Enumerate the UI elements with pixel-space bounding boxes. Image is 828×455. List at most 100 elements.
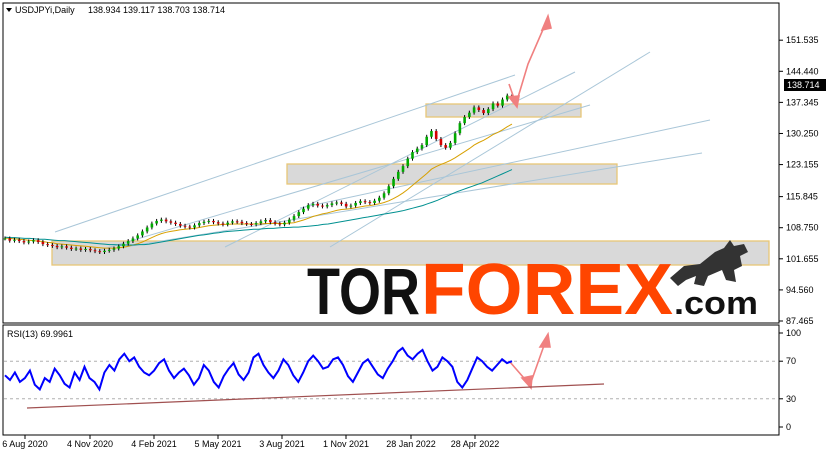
price-candle xyxy=(363,201,367,203)
price-candle xyxy=(93,250,97,252)
x-tick-label: 1 Nov 2021 xyxy=(323,439,369,449)
price-candle xyxy=(27,241,30,243)
price-candle xyxy=(65,246,68,248)
rsi-trend-line xyxy=(26,383,605,409)
y-tick-label: 87.465 xyxy=(786,316,814,326)
price-candle xyxy=(221,223,225,225)
trend-line-1 xyxy=(54,74,516,233)
main-panel-frame xyxy=(2,2,780,324)
price-candle xyxy=(477,107,481,111)
price-candle xyxy=(491,103,495,110)
price-candle xyxy=(430,131,433,137)
price-candle xyxy=(98,251,102,253)
price-candle xyxy=(273,222,277,224)
last-price-label: 138.714 xyxy=(787,80,820,90)
price-candle xyxy=(458,123,462,134)
price-candle xyxy=(254,223,258,225)
price-candle xyxy=(216,222,220,224)
trend-line-5 xyxy=(124,152,703,248)
x-tick-label: 4 Feb 2021 xyxy=(131,439,177,449)
price-candle xyxy=(411,152,414,159)
price-candle xyxy=(316,203,320,206)
price-candle xyxy=(112,248,116,250)
price-candle xyxy=(330,203,334,206)
support-zone-middle xyxy=(286,163,618,185)
last-price-tag: 138.714 xyxy=(784,79,826,91)
price-candle xyxy=(183,225,187,227)
price-candle xyxy=(311,203,315,206)
price-candle xyxy=(278,223,282,225)
price-candle xyxy=(306,205,310,209)
zones xyxy=(51,103,770,266)
price-candle xyxy=(415,148,419,153)
price-candle xyxy=(212,220,215,223)
price-candle xyxy=(174,222,177,224)
rsi-arrow-head-down xyxy=(520,375,533,390)
price-candle xyxy=(13,239,16,241)
rsi-line xyxy=(4,346,513,392)
triangle-down-icon[interactable] xyxy=(6,8,12,12)
price-candle xyxy=(482,110,485,114)
price-candle xyxy=(179,223,182,226)
price-candle xyxy=(197,223,201,226)
price-candle xyxy=(264,220,267,222)
x-tick-label: 4 Nov 2020 xyxy=(67,439,113,449)
price-candle xyxy=(193,225,196,228)
rsi-panel-frame xyxy=(2,324,780,436)
price-candle xyxy=(420,145,424,149)
rsi-series-layer xyxy=(4,346,513,392)
price-candle xyxy=(387,186,391,194)
watermark: TOR FOREX .com xyxy=(307,240,758,330)
price-candle xyxy=(126,241,130,244)
price-candle xyxy=(396,171,400,179)
price-candle xyxy=(373,200,376,203)
price-candle xyxy=(449,142,452,148)
grid-layer xyxy=(4,360,778,400)
x-tick-label: 6 Aug 2020 xyxy=(2,439,48,449)
price-series-layer xyxy=(3,93,514,255)
bull-icon xyxy=(670,240,748,286)
price-candle xyxy=(150,223,154,228)
rsi-label: RSI(13) 69.9961 xyxy=(7,329,73,339)
trend-line-4 xyxy=(299,119,711,209)
chart-header: USDJPYi,Daily 138.934 139.117 138.703 13… xyxy=(6,5,225,339)
price-candle xyxy=(235,221,239,223)
price-candle xyxy=(117,246,121,249)
x-tick-label: 5 May 2021 xyxy=(194,439,241,449)
price-candle xyxy=(103,250,106,253)
rsi-arrow-head-up xyxy=(538,331,551,348)
price-arrow-head-down xyxy=(507,95,520,109)
price-candle xyxy=(188,226,192,228)
x-tick-label: 3 Aug 2021 xyxy=(259,439,305,449)
ma-fast-line xyxy=(4,123,513,249)
price-candle xyxy=(74,248,78,250)
price-candle xyxy=(245,223,248,225)
price-candle xyxy=(164,219,168,222)
price-candle xyxy=(496,103,500,106)
price-candle xyxy=(425,136,429,146)
price-candle xyxy=(36,240,40,242)
price-candle xyxy=(122,243,125,247)
price-candle xyxy=(41,241,45,245)
price-candle xyxy=(32,240,35,242)
price-candle xyxy=(46,244,49,246)
price-candle xyxy=(22,241,26,243)
last-price-box xyxy=(784,79,826,91)
rsi-tick-label: 0 xyxy=(786,422,791,432)
price-candle xyxy=(131,238,135,242)
price-candle xyxy=(349,205,353,207)
price-candle xyxy=(283,222,286,225)
price-candle xyxy=(155,220,158,224)
price-candle xyxy=(231,221,234,223)
price-candle xyxy=(269,220,272,223)
price-candle xyxy=(202,221,206,224)
price-candle xyxy=(392,178,395,187)
axis-layer: 151.535 144.440 137.345 130.250 123.155 115.8… xyxy=(2,35,818,449)
rsi-tick-label: 100 xyxy=(786,328,801,338)
price-candle xyxy=(439,138,443,146)
x-tick-label: 28 Apr 2022 xyxy=(451,439,500,449)
ohlc-values: 138.934 139.117 138.703 138.714 xyxy=(88,5,225,15)
price-forecast-arrow xyxy=(508,17,549,107)
y-tick-label: 123.155 xyxy=(786,160,819,170)
